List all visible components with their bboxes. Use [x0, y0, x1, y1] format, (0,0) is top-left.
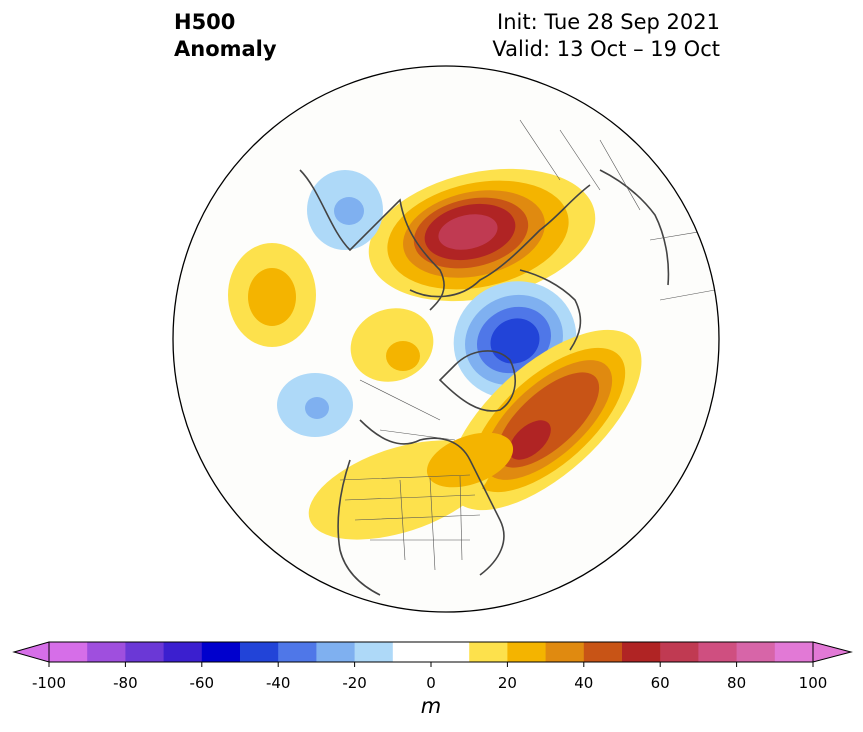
colorbar-segment — [49, 642, 88, 662]
ridge-pacific — [228, 243, 316, 347]
colorbar-segment — [392, 642, 432, 662]
colorbar-segment — [622, 642, 661, 662]
trough-west — [277, 373, 353, 437]
colorbar-tick-label: 60 — [650, 674, 670, 692]
colorbar-segment — [583, 642, 623, 662]
valid-range: Valid: 13 Oct – 19 Oct — [492, 37, 720, 61]
colorbar-segment — [507, 642, 547, 662]
colorbar-segment — [87, 642, 126, 662]
colorbar-segment — [469, 642, 508, 662]
colorbar — [12, 641, 853, 667]
colorbar-segment — [431, 642, 470, 662]
colorbar-segment — [354, 642, 394, 662]
colorbar-segment — [163, 642, 203, 662]
colorbar-segment — [736, 642, 776, 662]
colorbar-segment — [698, 642, 738, 662]
colorbar-tick-label: -80 — [113, 674, 138, 692]
title-line-1: H500 — [174, 10, 236, 34]
map-boundary — [172, 65, 720, 613]
colorbar-tick-label: 40 — [574, 674, 594, 692]
init-date: Init: Tue 28 Sep 2021 — [497, 10, 720, 34]
colorbar-extend-low — [12, 641, 50, 663]
colorbar-tick-label: -100 — [31, 674, 67, 692]
ridge-siberia — [350, 308, 434, 382]
colorbar-tick-label: 0 — [426, 674, 436, 692]
colorbar-tick-label: 80 — [727, 674, 747, 692]
colorbar-segment — [774, 642, 814, 662]
trough-northwest — [307, 170, 383, 250]
colorbar-segment — [545, 642, 585, 662]
colorbar-extend-high — [812, 641, 853, 663]
colorbar-segment — [316, 642, 356, 662]
run-info: Init: Tue 28 Sep 2021 Valid: 13 Oct – 19… — [492, 9, 720, 63]
colorbar-tick-label: 20 — [497, 674, 517, 692]
colorbar-unit: m — [420, 694, 442, 718]
title-line-2: Anomaly — [174, 37, 277, 61]
colorbar-segment — [125, 642, 165, 662]
polar-map — [172, 65, 720, 613]
colorbar-segment — [278, 642, 317, 662]
colorbar-segment — [660, 642, 699, 662]
colorbar-segment — [201, 642, 241, 662]
colorbar-segment — [240, 642, 279, 662]
coastlines — [299, 169, 670, 596]
colorbar-tick-label: 100 — [798, 674, 828, 692]
colorbar-tick-label: -40 — [265, 674, 291, 692]
map-title: H500 Anomaly — [174, 9, 277, 63]
colorbar-tick-label: -20 — [342, 674, 367, 692]
colorbar-tick-label: -60 — [189, 674, 215, 692]
borders — [339, 119, 716, 571]
